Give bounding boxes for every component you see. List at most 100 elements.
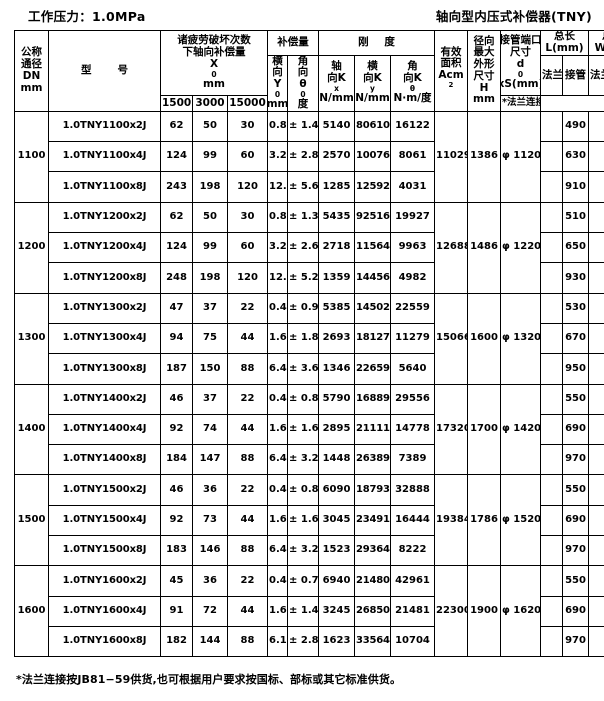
cell-model: 1.0TNY1600x2J	[48, 565, 161, 597]
cell-fatigue-3000: 198	[192, 171, 228, 203]
cell-fatigue-15000: 30	[227, 110, 268, 143]
cell-axial-stiffness: 5435	[318, 201, 355, 234]
cell-fatigue-15000: 22	[227, 565, 268, 597]
cell-angular-compensation: ± 3.2	[287, 444, 319, 476]
cell-dn: 1500	[14, 474, 49, 567]
cell-model: 1.0TNY1200x2J	[48, 201, 161, 234]
cell-model: 1.0TNY1500x2J	[48, 474, 161, 506]
cell-angular-stiffness: 8061	[390, 141, 435, 173]
cell-model: 1.0TNY1100x4J	[48, 141, 161, 173]
table-row: 1600 1.0TNY1600x2J 45 36 22 0.4 ± 0.7 6940 21480…	[14, 565, 604, 658]
table-body: 1100 1.0TNY1100x2J 62 50 30 0.8 ± 1.4 5140 80610…	[14, 110, 604, 658]
cell-fatigue-1500: 187	[160, 353, 193, 385]
table-row: 1.0TNY1600x8J 182 144 88 6.1 ± 2.8 1623 33564 10…	[15, 625, 604, 658]
cell-angular-stiffness: 4031	[390, 171, 435, 203]
cell-fatigue-3000: 99	[192, 141, 228, 173]
cell-fatigue-15000: 22	[227, 383, 268, 415]
header-axial-stiffness: 轴 向K x N/mm	[318, 54, 355, 112]
cell-axial-stiffness: 6940	[318, 565, 355, 597]
cell-length-flange	[540, 141, 563, 173]
cell-weight-flange	[588, 201, 604, 234]
cell-model: 1.0TNY1600x4J	[48, 595, 161, 627]
cell-fatigue-15000: 22	[227, 292, 268, 324]
cell-weight-flange	[588, 353, 604, 385]
header-stiffness-group: 刚 度	[318, 30, 435, 56]
cell-angular-compensation: ± 0.8	[287, 383, 319, 415]
cell-weight-flange	[588, 383, 604, 415]
cell-fatigue-15000: 120	[227, 171, 268, 203]
cell-angular-stiffness: 9963	[390, 232, 435, 264]
cell-effective-area: 11029	[434, 110, 468, 203]
cell-fatigue-3000: 37	[192, 292, 228, 324]
cell-model: 1.0TNY1300x2J	[48, 292, 161, 324]
cell-lateral-stiffness: 211115	[354, 413, 391, 446]
cell-angular-compensation: ± 3.6	[287, 353, 319, 385]
table-row: 1.0TNY1300x8J 187 150 88 6.4 ± 3.6 1346 22659 56…	[15, 353, 604, 385]
cell-length-flange	[540, 565, 563, 597]
cell-axial-stiffness: 1523	[318, 535, 355, 567]
cell-lateral-stiffness: 22659	[354, 353, 391, 385]
cell-fatigue-15000: 88	[227, 353, 268, 385]
table-row: 1100 1.0TNY1100x2J 62 50 30 0.8 ± 1.4 5140 80610…	[14, 110, 604, 203]
cell-length-pipe: 530	[561, 292, 590, 324]
cell-model: 1.0TNY1300x8J	[48, 353, 161, 385]
cell-weight-flange	[588, 322, 604, 355]
cell-length-flange	[540, 444, 563, 476]
cell-model: 1.0TNY1200x4J	[48, 232, 161, 264]
cell-lateral-stiffness: 234914	[354, 504, 391, 537]
cell-length-pipe: 670	[561, 322, 590, 355]
product-type-label: 轴向型内压式补偿器(TNY)	[435, 9, 592, 24]
cell-lateral-stiffness: 1450200	[354, 292, 391, 324]
cell-dn: 1100	[14, 110, 49, 203]
cell-angular-stiffness: 21481	[390, 595, 435, 627]
cell-length-flange	[540, 413, 563, 446]
cell-axial-stiffness: 6090	[318, 474, 355, 506]
cell-fatigue-3000: 73	[192, 504, 228, 537]
cell-model: 1.0TNY1100x8J	[48, 171, 161, 203]
cell-fatigue-3000: 144	[192, 625, 228, 658]
cell-length-pipe: 690	[561, 413, 590, 446]
cell-angular-stiffness: 11279	[390, 322, 435, 355]
cell-lateral-compensation: 12.8	[267, 171, 288, 203]
cell-length-pipe: 490	[561, 110, 590, 143]
cell-lateral-stiffness: 1688923	[354, 383, 391, 415]
cell-lateral-stiffness: 1879309	[354, 474, 391, 506]
cell-fatigue-1500: 62	[160, 201, 193, 234]
header-total-weight-group: 总重 W(kg)	[588, 30, 604, 56]
cell-angular-stiffness: 42961	[390, 565, 435, 597]
cell-angular-stiffness: 14778	[390, 413, 435, 446]
table-header: 公称 通径 DN mm 型 号 诸疲劳破坏次数 下轴向补偿量	[14, 29, 604, 112]
header-row-1: 公称 通径 DN mm 型 号 诸疲劳破坏次数 下轴向补偿量	[14, 29, 604, 112]
cell-length-pipe: 550	[561, 565, 590, 597]
cell-fatigue-1500: 91	[160, 595, 193, 627]
caption-row: 工作压力：1.0MPa 轴向型内压式补偿器(TNY)	[0, 0, 604, 30]
header-dn: 公称 通径 DN mm	[14, 30, 49, 112]
header-weight-flange: 法兰	[588, 54, 604, 97]
cell-effective-area: 12688	[434, 201, 468, 294]
cell-angular-compensation: ± 1.8	[287, 322, 319, 355]
cell-length-flange	[540, 595, 563, 627]
cell-fatigue-15000: 44	[227, 413, 268, 446]
cell-fatigue-1500: 46	[160, 383, 193, 415]
cell-fatigue-1500: 248	[160, 262, 193, 294]
cell-angular-compensation: ± 0.7	[287, 565, 319, 597]
cell-lateral-compensation: 1.6	[267, 595, 288, 627]
cell-fatigue-1500: 182	[160, 625, 193, 658]
cell-lateral-compensation: 0.4	[267, 292, 288, 324]
header-length-flange: 法兰	[540, 54, 563, 97]
cell-lateral-compensation: 1.6	[267, 322, 288, 355]
cell-angular-compensation: ± 5.6	[287, 171, 319, 203]
cell-axial-stiffness: 1285	[318, 171, 355, 203]
cell-lateral-compensation: 6.4	[267, 444, 288, 476]
cell-model: 1.0TNY1400x4J	[48, 413, 161, 446]
cell-angular-stiffness: 19927	[390, 201, 435, 234]
cell-axial-stiffness: 1359	[318, 262, 355, 294]
cell-radial-max-size: 1486	[467, 201, 501, 294]
cell-lateral-compensation: 0.8	[267, 201, 288, 234]
cell-radial-max-size: 1600	[467, 292, 501, 385]
cell-lateral-stiffness: 26389	[354, 444, 391, 476]
